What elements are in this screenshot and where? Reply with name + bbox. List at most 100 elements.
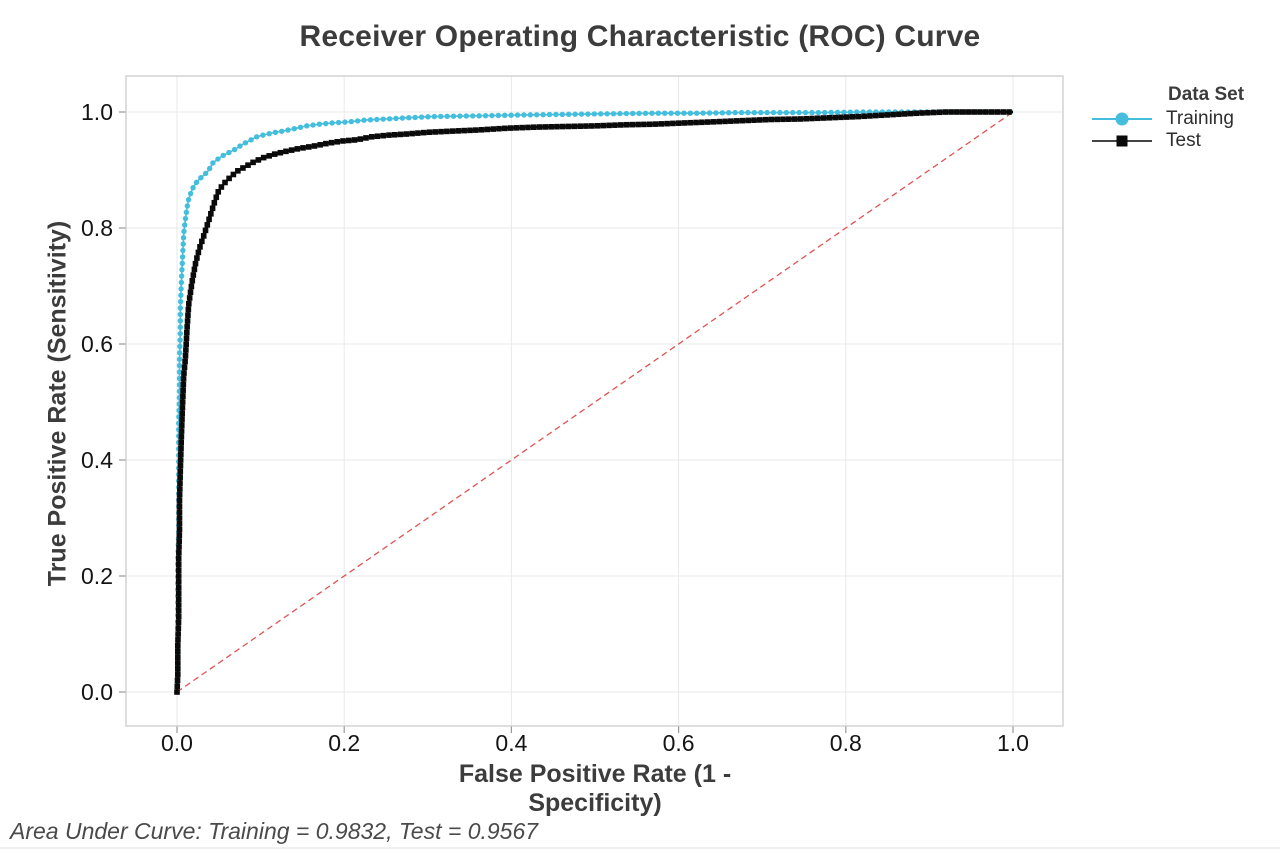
training-curve-marker <box>342 119 348 125</box>
training-curve-marker <box>572 111 578 117</box>
test-curve-marker <box>185 312 191 319</box>
training-curve-marker <box>180 247 186 254</box>
training-curve-marker <box>527 112 534 118</box>
training-curve-marker <box>367 117 374 123</box>
test-curve-marker <box>722 118 728 125</box>
test-curve-marker <box>202 227 209 234</box>
training-curve-marker <box>623 110 630 117</box>
y-tick-label: 0.0 <box>81 679 113 705</box>
test-curve-marker <box>954 109 960 115</box>
test-curve-marker <box>693 119 699 126</box>
training-curve-marker <box>706 110 713 116</box>
test-curve-marker <box>200 233 207 239</box>
training-curve-marker <box>237 143 243 149</box>
test-curve-marker <box>174 671 181 678</box>
test-curve-marker <box>182 358 188 365</box>
test-curve-marker <box>809 115 815 122</box>
training-curve-marker <box>815 109 822 116</box>
test-curve-marker <box>245 162 251 168</box>
test-curve-marker <box>250 159 256 166</box>
test-curve-marker <box>542 124 549 130</box>
test-curve-marker <box>177 486 183 492</box>
x-tick-label: 1.0 <box>997 730 1029 756</box>
training-curve-marker <box>681 110 687 116</box>
test-curve-marker <box>175 637 181 643</box>
training-curve-marker <box>176 369 183 375</box>
training-curve-marker <box>177 337 183 343</box>
training-curve-marker <box>297 124 304 130</box>
test-square-icon <box>1116 135 1128 147</box>
test-curve-marker <box>177 480 183 487</box>
training-curve-marker <box>546 111 553 118</box>
y-tick-label: 0.4 <box>81 447 113 473</box>
test-curve-marker <box>351 137 358 143</box>
test-curve-marker <box>948 109 954 115</box>
test-curve-marker <box>192 260 199 267</box>
training-curve-marker <box>266 130 272 137</box>
test-curve-marker <box>658 121 665 127</box>
auc-annotation: Area Under Curve: Training = 0.9832, Tes… <box>10 818 539 844</box>
training-curve-marker <box>655 110 662 116</box>
test-curve-marker <box>175 567 182 574</box>
plot-area <box>126 76 1063 726</box>
test-curve-marker <box>867 113 873 119</box>
test-curve-marker <box>617 122 624 128</box>
test-curve-marker <box>195 249 202 256</box>
training-curve-marker <box>738 109 745 116</box>
test-curve-marker <box>652 121 659 127</box>
test-curve-marker <box>762 116 769 123</box>
training-curve-marker <box>828 109 834 116</box>
test-curve-marker <box>913 110 920 117</box>
test-curve-marker <box>175 602 182 608</box>
training-curve-marker <box>642 110 649 116</box>
test-curve-marker <box>629 121 636 128</box>
test-curve-marker <box>687 119 694 126</box>
training-curve-marker <box>834 109 841 116</box>
test-curve-marker <box>374 133 381 140</box>
test-curve-marker <box>1006 109 1012 115</box>
training-curve-marker <box>304 123 310 129</box>
test-curve-marker <box>994 109 1001 115</box>
training-curve-marker <box>457 113 463 119</box>
training-curve-marker <box>323 120 329 127</box>
test-curve-marker <box>260 154 267 161</box>
test-curve-marker <box>704 119 711 125</box>
test-curve-marker <box>478 126 485 133</box>
training-curve-marker <box>719 110 726 116</box>
training-curve-marker <box>713 110 719 116</box>
x-tick-label: 0.4 <box>495 730 527 756</box>
training-curve-marker <box>751 109 758 116</box>
test-curve-marker <box>174 677 181 684</box>
training-curve-marker <box>193 179 200 186</box>
test-curve-marker <box>215 189 222 195</box>
test-curve-marker <box>334 138 341 145</box>
test-curve-marker <box>179 416 185 423</box>
training-curve-marker <box>790 109 796 116</box>
training-curve-marker <box>178 273 185 279</box>
test-curve-marker <box>175 666 181 672</box>
test-curve-marker <box>380 132 387 139</box>
training-curve-marker <box>662 110 668 116</box>
training-curve-marker <box>202 170 209 177</box>
test-curve-marker <box>191 266 198 273</box>
test-curve-marker <box>175 625 182 632</box>
legend-item-training: Training <box>1092 108 1262 130</box>
test-curve-marker <box>983 109 989 115</box>
training-curve-marker <box>559 111 566 118</box>
training-curve-marker <box>476 113 482 119</box>
test-curve-marker <box>461 127 468 134</box>
test-curve-marker <box>178 451 184 458</box>
test-curve-marker <box>635 121 641 128</box>
test-curve-marker <box>176 544 182 550</box>
test-curve-marker <box>180 387 186 394</box>
test-curve-marker <box>183 347 189 353</box>
test-curve-marker <box>222 179 228 186</box>
test-curve-marker <box>751 117 757 123</box>
test-curve-marker <box>186 295 193 301</box>
training-curve-marker <box>726 110 732 116</box>
test-curve-marker <box>311 143 318 149</box>
x-axis-title: False Positive Rate (1 - Specificity) <box>458 760 732 817</box>
test-curve-marker <box>271 151 278 157</box>
test-curve-marker <box>930 109 937 116</box>
test-curve-marker <box>300 145 306 151</box>
